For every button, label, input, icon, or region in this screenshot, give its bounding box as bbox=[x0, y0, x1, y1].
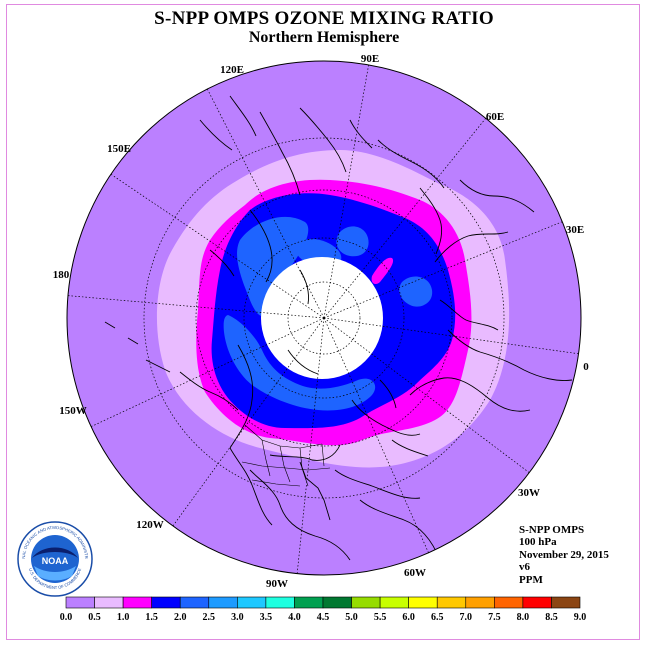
colorbar-swatch bbox=[237, 596, 267, 609]
meridian-line bbox=[172, 317, 325, 527]
colorbar-tick-label: 2.5 bbox=[203, 612, 216, 623]
info-date: November 29, 2015 bbox=[519, 548, 609, 561]
colorbar-tick-label: 4.5 bbox=[317, 612, 330, 623]
noaa-logo-wave bbox=[34, 566, 76, 581]
colorbar-tick-label: 0.0 bbox=[60, 612, 73, 623]
canada-us-borders bbox=[241, 424, 331, 487]
lon-label-150w: 150W bbox=[59, 405, 87, 417]
lon-label-120w: 120W bbox=[136, 519, 164, 531]
colorbar-swatch bbox=[379, 596, 409, 609]
colorbar-tick-label: 8.0 bbox=[517, 612, 530, 623]
info-version: v6 bbox=[519, 561, 530, 574]
meridian-line bbox=[67, 295, 325, 319]
map-subtitle: Northern Hemisphere bbox=[248, 29, 400, 46]
colorbar-tick-label: 7.5 bbox=[488, 612, 501, 623]
colorbar-swatch bbox=[122, 596, 152, 609]
colorbar-swatch bbox=[179, 596, 210, 609]
meridian-line bbox=[323, 317, 579, 355]
info-level: 100 hPa bbox=[519, 536, 557, 549]
colorbar-swatch bbox=[351, 596, 381, 609]
colorbar-swatch bbox=[408, 596, 438, 609]
info-block: S-NPP OMPS 100 hPa November 29, 2015 v6 … bbox=[519, 524, 609, 586]
colorbar-swatch bbox=[94, 596, 124, 609]
colorbar-tick-label: 4.0 bbox=[288, 612, 301, 623]
meridian-line bbox=[90, 317, 325, 427]
lon-label-60e: 60E bbox=[486, 111, 504, 123]
parallel-circle bbox=[195, 189, 453, 447]
graticule-meridians bbox=[67, 64, 579, 574]
colorbar-swatches bbox=[65, 596, 581, 609]
meridian-line bbox=[323, 317, 429, 553]
colorbar-tick-label: 6.0 bbox=[402, 612, 415, 623]
ozone-region-2-0-ppm-south bbox=[223, 315, 376, 411]
plot-frame bbox=[6, 4, 640, 640]
colorbar-labels: 0.0 0.5 1.0 1.5 2.0 2.5 3.0 3.5 4.0 4.5 5.0 5.5 6.0 6… bbox=[60, 612, 587, 623]
colorbar-swatch bbox=[465, 596, 495, 609]
longitude-labels: 90E 60E 30E 0 30W 60W 90W 120W 150W 180 … bbox=[53, 53, 590, 590]
colorbar-swatch bbox=[322, 596, 352, 609]
ozone-region-2-0-ppm-cap bbox=[336, 226, 369, 257]
info-instrument: S-NPP OMPS bbox=[519, 524, 585, 536]
colorbar-tick-label: 1.5 bbox=[145, 612, 158, 623]
lon-label-30e: 30E bbox=[566, 224, 584, 236]
parallel-circle bbox=[287, 281, 361, 355]
colorbar-tick-label: 2.0 bbox=[174, 612, 187, 623]
colorbar-tick-label: 7.0 bbox=[460, 612, 473, 623]
colorbar-tick-label: 5.5 bbox=[374, 612, 387, 623]
lon-label-0: 0 bbox=[583, 361, 589, 373]
lon-label-150e: 150E bbox=[107, 143, 131, 155]
meridian-line bbox=[110, 173, 325, 319]
meridian-line bbox=[323, 118, 487, 319]
colorbar-tick-label: 3.5 bbox=[260, 612, 273, 623]
map-disk-outline bbox=[66, 60, 582, 576]
colorbar-swatch bbox=[265, 596, 295, 609]
noaa-logo-bird bbox=[32, 547, 78, 558]
colorbar-swatch bbox=[208, 596, 238, 609]
colorbar-tick-label: 9.0 bbox=[574, 612, 587, 623]
colorbar-tick-label: 1.0 bbox=[117, 612, 130, 623]
noaa-logo-text: NOAA bbox=[42, 556, 69, 566]
lon-label-180: 180 bbox=[53, 269, 70, 281]
lon-label-120e: 120E bbox=[220, 64, 244, 76]
colorbar-swatch bbox=[436, 596, 467, 609]
noaa-logo: NOAA NATIONAL OCEANIC AND ATMOSPHERIC AD… bbox=[16, 520, 93, 597]
ozone-streak-1-0-ppm bbox=[371, 257, 394, 284]
colorbar-swatch bbox=[294, 596, 324, 609]
lon-label-90e: 90E bbox=[361, 53, 379, 65]
colorbar-tick-label: 5.0 bbox=[345, 612, 358, 623]
meridian-line bbox=[323, 64, 369, 319]
meridian-line bbox=[323, 221, 563, 319]
coastlines bbox=[104, 95, 573, 561]
colorbar-tick-label: 3.0 bbox=[231, 612, 244, 623]
colorbar-swatch bbox=[494, 596, 524, 609]
colorbar-swatch bbox=[151, 596, 181, 609]
parallel-circle bbox=[243, 237, 405, 399]
colorbar-swatch bbox=[551, 596, 581, 609]
lon-label-90w: 90W bbox=[266, 578, 288, 590]
colorbar-swatch bbox=[522, 596, 552, 609]
info-units: PPM bbox=[519, 573, 543, 586]
graticule-parallels bbox=[143, 137, 505, 499]
colorbar-tick-label: 0.5 bbox=[88, 612, 101, 623]
meridian-line bbox=[323, 317, 530, 473]
meridian-line bbox=[296, 317, 325, 574]
colorbar-tick-label: 8.5 bbox=[545, 612, 558, 623]
parallel-circle bbox=[143, 137, 505, 499]
polar-data-gap bbox=[261, 257, 383, 379]
colorbar-swatch bbox=[65, 596, 95, 609]
ozone-region-2-0-ppm-east bbox=[399, 276, 433, 307]
lon-label-60w: 60W bbox=[404, 567, 426, 579]
meridian-line bbox=[207, 88, 325, 319]
map-title: S-NPP OMPS OZONE MIXING RATIO bbox=[154, 8, 494, 29]
ozone-region-2-0-ppm-west bbox=[237, 216, 309, 317]
lon-label-30w: 30W bbox=[518, 487, 540, 499]
colorbar-tick-label: 6.5 bbox=[431, 612, 444, 623]
